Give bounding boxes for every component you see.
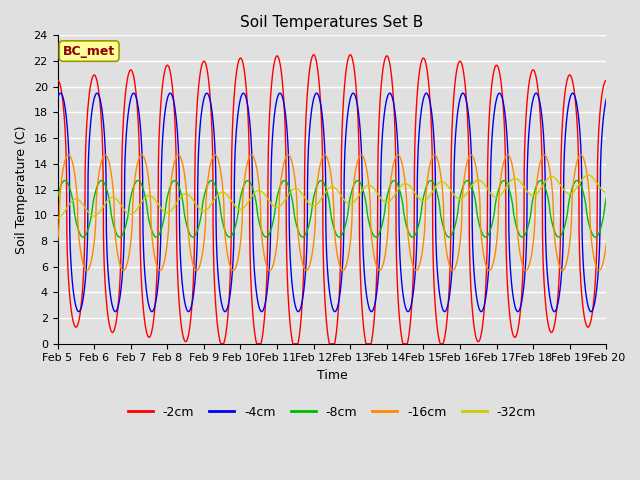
-32cm [264, 196, 272, 202]
Text: BC_met: BC_met [63, 45, 115, 58]
-16cm [595, 268, 603, 274]
-4cm [264, 278, 272, 284]
-16cm [602, 240, 610, 246]
-4cm [288, 280, 296, 286]
-32cm [602, 189, 610, 195]
-4cm [149, 308, 157, 314]
-16cm [65, 152, 72, 158]
-8cm [288, 196, 296, 202]
-2cm [264, 158, 272, 164]
-16cm [288, 159, 296, 165]
-32cm [584, 172, 592, 178]
-8cm [592, 234, 600, 240]
-8cm [54, 194, 61, 200]
-32cm [592, 179, 600, 184]
-16cm [533, 181, 541, 187]
-16cm [116, 263, 124, 269]
-2cm [149, 324, 157, 329]
Line: -8cm: -8cm [58, 180, 606, 237]
-16cm [264, 266, 272, 272]
-8cm [602, 194, 610, 200]
Legend: -2cm, -4cm, -8cm, -16cm, -32cm: -2cm, -4cm, -8cm, -16cm, -32cm [123, 401, 541, 424]
Line: -16cm: -16cm [58, 155, 606, 271]
-16cm [149, 242, 157, 248]
-2cm [217, 341, 225, 347]
-2cm [288, 336, 296, 342]
Line: -32cm: -32cm [58, 175, 606, 218]
-32cm [54, 215, 61, 221]
-4cm [533, 90, 541, 96]
-8cm [591, 234, 599, 240]
Y-axis label: Soil Temperature (C): Soil Temperature (C) [15, 125, 28, 254]
-2cm [602, 77, 610, 83]
-8cm [533, 182, 541, 188]
-4cm [602, 96, 610, 102]
-2cm [54, 77, 61, 83]
-4cm [54, 96, 61, 102]
Line: -4cm: -4cm [58, 93, 606, 312]
-2cm [310, 52, 317, 58]
-32cm [116, 201, 124, 206]
-4cm [116, 292, 124, 298]
-8cm [116, 234, 124, 240]
-8cm [61, 178, 68, 183]
-16cm [592, 263, 600, 268]
-4cm [592, 292, 600, 298]
-4cm [56, 90, 64, 96]
-32cm [532, 191, 540, 197]
-16cm [54, 240, 61, 246]
-2cm [116, 274, 124, 280]
-2cm [533, 78, 541, 84]
Line: -2cm: -2cm [58, 55, 606, 344]
-32cm [149, 194, 157, 200]
-8cm [149, 230, 157, 236]
Title: Soil Temperatures Set B: Soil Temperatures Set B [241, 15, 424, 30]
-2cm [592, 267, 600, 273]
-4cm [587, 309, 595, 314]
-8cm [264, 233, 272, 239]
-32cm [288, 188, 296, 193]
X-axis label: Time: Time [317, 369, 348, 382]
